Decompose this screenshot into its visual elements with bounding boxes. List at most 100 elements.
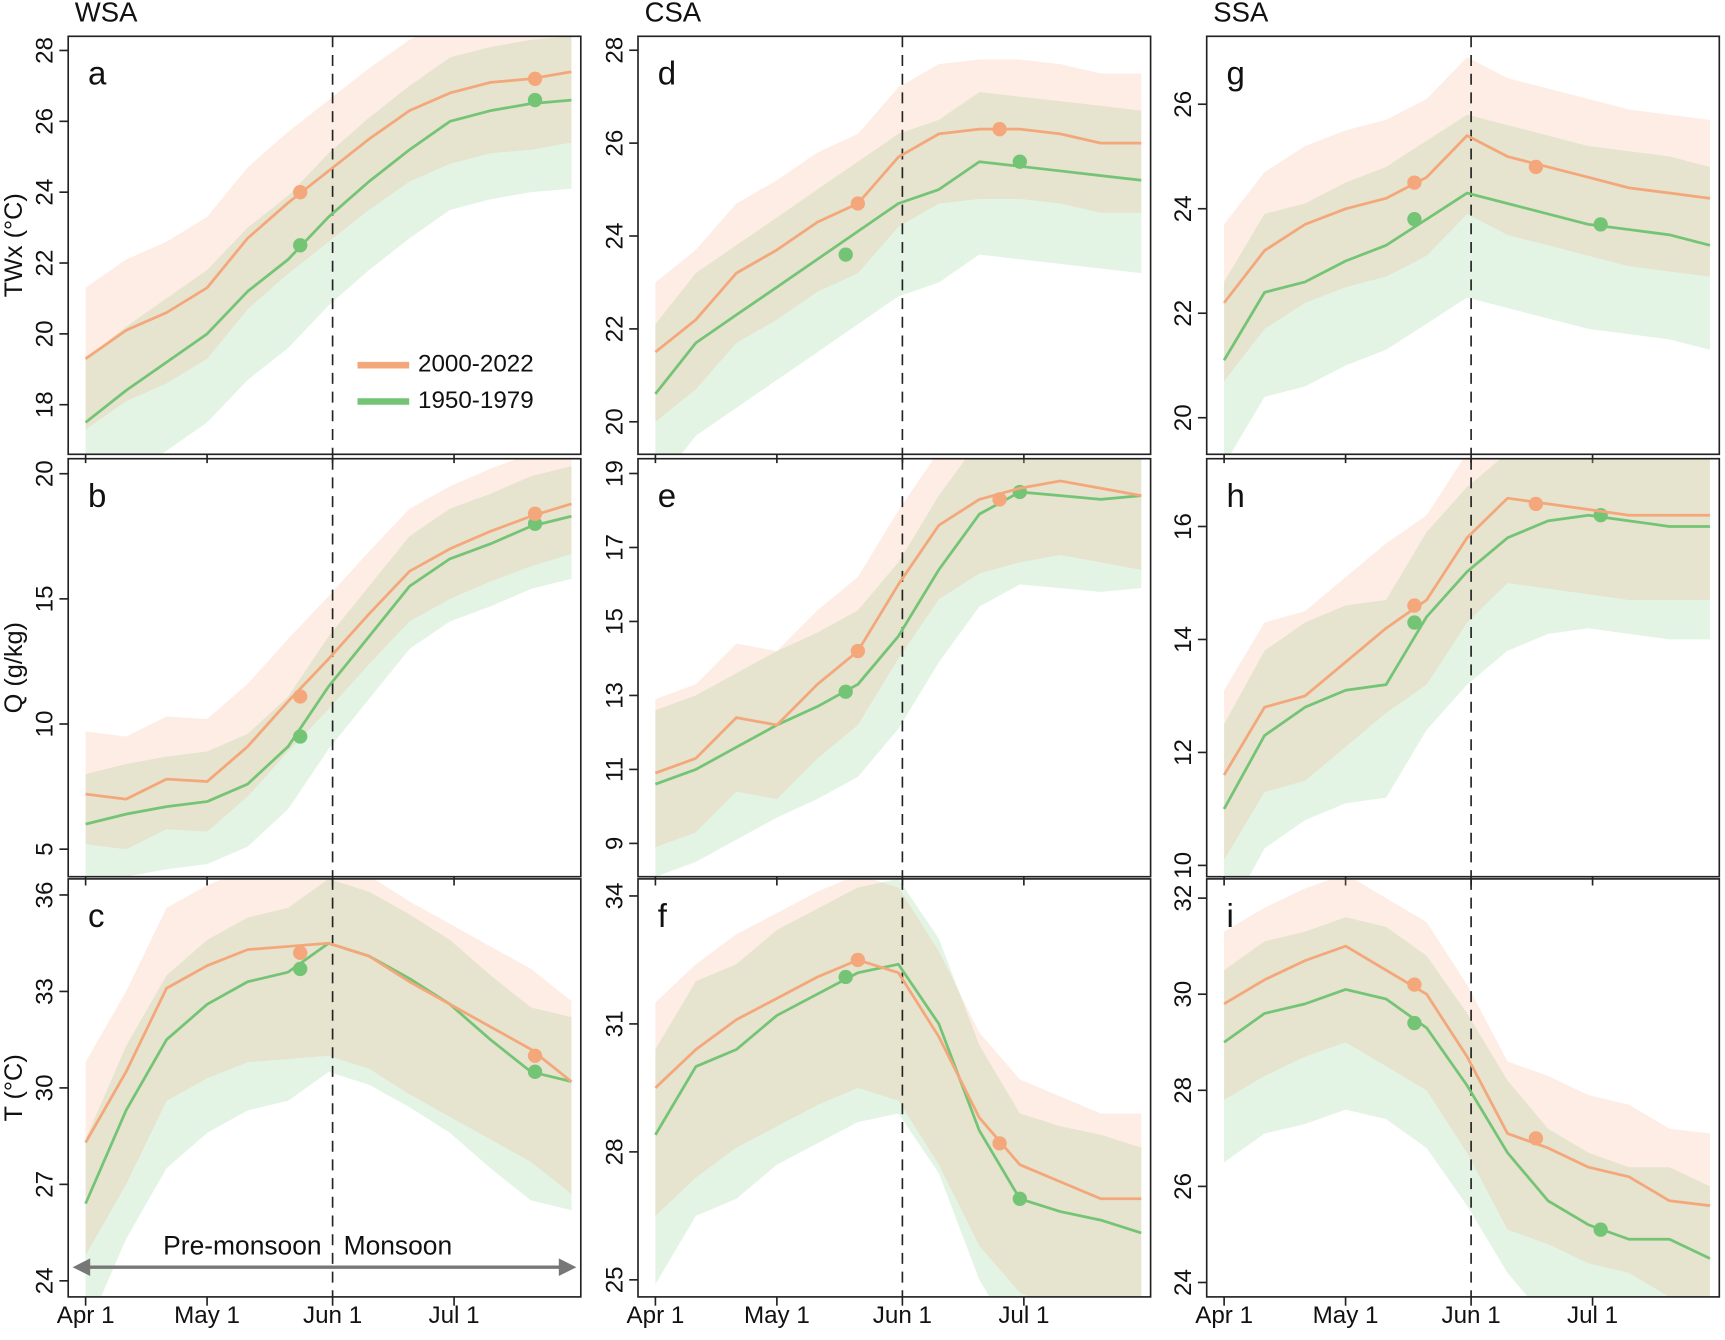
series-line bbox=[1223, 988, 1711, 1260]
y-tick-label: 10 bbox=[32, 711, 59, 738]
marker bbox=[850, 196, 866, 211]
marker bbox=[527, 1064, 543, 1079]
y-tick-label: 30 bbox=[1170, 981, 1197, 1008]
band bbox=[85, 466, 572, 877]
y-tick-label: 36 bbox=[32, 882, 59, 909]
y-tick-label: 22 bbox=[601, 315, 628, 342]
panel bbox=[654, 878, 1142, 1297]
marker bbox=[838, 247, 853, 262]
panel-frame bbox=[1205, 878, 1721, 1298]
column-title: SSA bbox=[1213, 0, 1269, 28]
panel-frame bbox=[67, 878, 582, 1298]
x-tick-label: Jun 1 bbox=[873, 1302, 932, 1329]
legend-label: 1950-1979 bbox=[418, 387, 534, 414]
series-line bbox=[84, 98, 572, 424]
y-tick-label: 28 bbox=[1170, 1077, 1197, 1104]
y-tick-label: 24 bbox=[1170, 1269, 1197, 1296]
column-title: WSA bbox=[75, 0, 138, 28]
band bbox=[655, 59, 1142, 422]
x-tick-label: Jul 1 bbox=[1567, 1302, 1618, 1329]
arrow-head bbox=[72, 1258, 91, 1276]
y-tick-label: 9 bbox=[601, 837, 628, 850]
marker bbox=[1593, 1222, 1608, 1237]
y-tick-label: 28 bbox=[601, 1138, 628, 1165]
marker bbox=[850, 643, 866, 659]
band bbox=[85, 36, 572, 455]
marker bbox=[1012, 154, 1027, 169]
y-tick-label: 20 bbox=[601, 408, 628, 435]
column-title: CSA bbox=[645, 0, 702, 28]
y-tick-label: 10 bbox=[1170, 852, 1197, 879]
y-axis-label: TWx (°C) bbox=[0, 193, 28, 297]
panel-letter: a bbox=[88, 55, 107, 92]
y-tick-label: 20 bbox=[32, 460, 59, 487]
series-line bbox=[654, 490, 1142, 786]
band bbox=[1224, 917, 1710, 1297]
band bbox=[85, 458, 572, 850]
y-tick-label: 27 bbox=[32, 1171, 59, 1198]
y-tick-label: 19 bbox=[601, 460, 628, 487]
series-line bbox=[654, 962, 1142, 1235]
y-tick-label: 24 bbox=[601, 223, 628, 250]
series-line bbox=[1222, 496, 1710, 776]
marker bbox=[527, 516, 543, 531]
x-tick-label: May 1 bbox=[174, 1302, 240, 1329]
series-line bbox=[84, 941, 573, 1144]
series-line bbox=[1223, 944, 1711, 1207]
band bbox=[655, 458, 1142, 848]
marker bbox=[1407, 1015, 1422, 1031]
panel bbox=[1222, 36, 1711, 455]
series-line bbox=[84, 70, 572, 360]
y-tick-label: 26 bbox=[32, 108, 59, 135]
y-tick-label: 25 bbox=[601, 1266, 628, 1293]
band bbox=[85, 878, 572, 1256]
annotation: Monsoon bbox=[344, 1230, 453, 1260]
panel bbox=[85, 458, 572, 877]
band bbox=[655, 458, 1142, 877]
y-tick-label: 28 bbox=[32, 37, 59, 64]
panel-frame bbox=[637, 878, 1152, 1298]
panel-letter: c bbox=[88, 897, 105, 934]
band bbox=[85, 36, 572, 430]
x-tick-label: Jun 1 bbox=[1442, 1302, 1501, 1329]
y-tick-label: 24 bbox=[32, 1267, 59, 1294]
marker bbox=[1407, 212, 1422, 227]
legend-label: 2000-2022 bbox=[418, 351, 534, 378]
y-tick-label: 24 bbox=[1170, 195, 1197, 222]
marker bbox=[1407, 175, 1422, 190]
panel-frame bbox=[1205, 457, 1721, 878]
panel-letter: e bbox=[658, 477, 676, 514]
panel-frame bbox=[637, 457, 1152, 878]
marker bbox=[293, 945, 308, 961]
marker bbox=[992, 122, 1007, 137]
marker bbox=[527, 71, 543, 86]
marker bbox=[850, 952, 866, 968]
y-tick-label: 20 bbox=[32, 320, 59, 347]
y-tick-label: 33 bbox=[32, 978, 59, 1005]
y-tick-label: 28 bbox=[601, 37, 628, 64]
y-tick-label: 26 bbox=[1170, 91, 1197, 118]
panel-frame bbox=[1205, 35, 1721, 456]
annotation: Pre-monsoon bbox=[163, 1230, 321, 1260]
y-tick-label: 15 bbox=[32, 585, 59, 612]
panel-letter: h bbox=[1227, 477, 1245, 514]
y-tick-label: 22 bbox=[1170, 300, 1197, 327]
panel-frame bbox=[637, 35, 1152, 456]
y-tick-label: 17 bbox=[601, 534, 628, 561]
panel bbox=[84, 36, 572, 455]
x-tick-label: Apr 1 bbox=[1195, 1302, 1253, 1329]
panel-letter: f bbox=[658, 897, 668, 934]
arrow-head bbox=[558, 1258, 577, 1276]
y-tick-label: 22 bbox=[32, 250, 59, 277]
y-tick-label: 30 bbox=[32, 1074, 59, 1101]
marker bbox=[293, 689, 308, 704]
y-tick-label: 5 bbox=[32, 842, 59, 855]
panel-frame bbox=[67, 35, 582, 456]
series-line bbox=[85, 502, 572, 801]
y-tick-label: 24 bbox=[32, 179, 59, 206]
panel-letter: g bbox=[1227, 55, 1245, 92]
panel-letter: d bbox=[658, 55, 676, 92]
marker bbox=[838, 969, 853, 985]
